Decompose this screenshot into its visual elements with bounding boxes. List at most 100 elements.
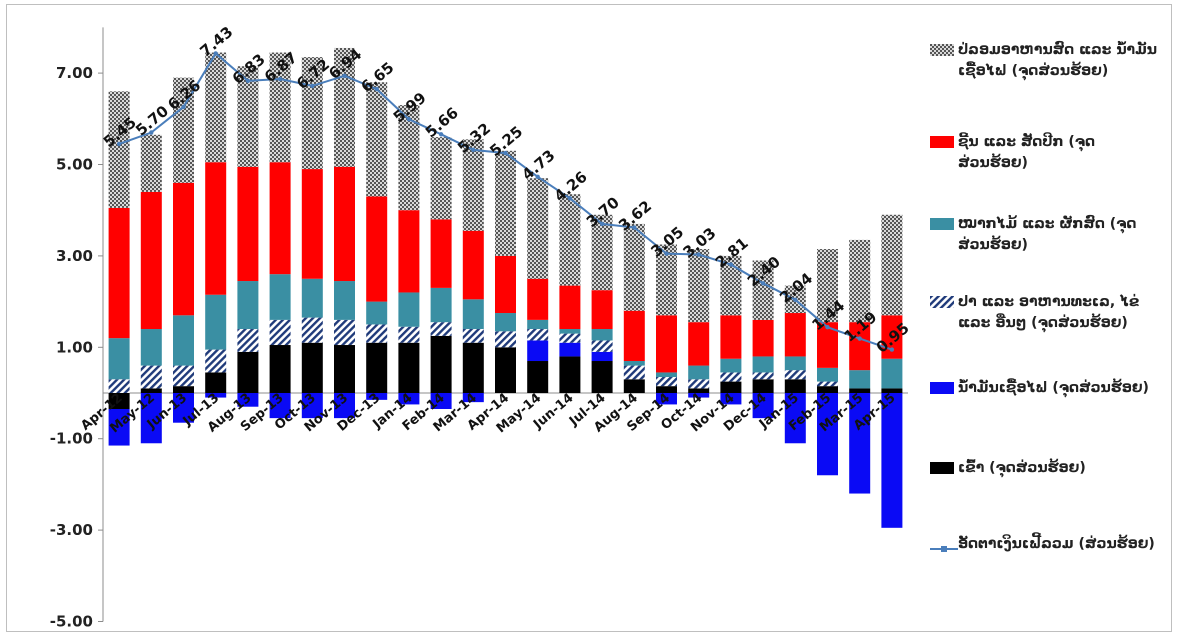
inflation-point (567, 196, 573, 201)
bar-segment-fuel (462, 393, 484, 403)
bar-segment-fuel (784, 393, 806, 444)
bar-segment-rice (752, 379, 774, 393)
legend-label-fish: ປາ ແລະ ອາຫານທະເລ, ໄຂ່ ແລະ ອື່ນໆ (ຈຸດສ່ວນ… (958, 294, 1140, 331)
inflation-point (825, 324, 830, 330)
bar-segment-fuel (269, 393, 291, 419)
bar-segment-rice (301, 342, 323, 393)
inflation-point (535, 174, 540, 180)
legend-swatch-veg (930, 218, 954, 230)
bar-segment-other (591, 214, 613, 291)
bar-segment-rice (462, 342, 484, 393)
bar-segment-rice (881, 388, 903, 393)
bar-segment-fish (205, 349, 227, 373)
bar-segment-fish (462, 329, 484, 343)
axes: 7.00 5.00 3.00 1.00 -1.00 -3.00 -5.00 (50, 27, 908, 631)
inflation-point (503, 150, 508, 156)
bar-segment-fuel (720, 393, 742, 405)
inflation-point (406, 117, 412, 122)
inflation-point (760, 281, 766, 286)
bar-segment-rice (656, 386, 677, 393)
bar-segment-fuel (398, 393, 420, 405)
y-tick-label: 1.00 (56, 338, 93, 356)
bar-segment-other (495, 150, 516, 256)
bars (108, 47, 903, 528)
y-tick-label: 3.00 (56, 247, 93, 265)
bar-segment-veg (398, 292, 420, 327)
bar-segment-meat (366, 196, 388, 302)
bar-segment-fish (656, 377, 677, 387)
bar-segment-meat (269, 162, 291, 275)
bar-segment-veg (784, 356, 806, 371)
bar-segment-veg (495, 313, 516, 332)
bar-segment-veg (430, 287, 452, 323)
bar-segment-fuel (881, 393, 903, 528)
bar-segment-other (205, 52, 227, 163)
bar-segment-rice (334, 345, 355, 393)
inflation-point (632, 225, 637, 230)
bar-segment-veg (720, 358, 742, 373)
bar-segment-other (656, 244, 677, 316)
bar-segment-other (237, 66, 259, 167)
inflation-point (857, 336, 862, 341)
bar-segment-rice (237, 351, 259, 393)
inflation-point (696, 252, 701, 257)
bar-segment-veg (462, 299, 484, 330)
bar-segment-rice (559, 356, 581, 393)
y-tick-label: -3.00 (50, 521, 93, 539)
bar-segment-rice (623, 379, 645, 393)
bar-segment-other (688, 249, 710, 323)
inflation-point (793, 297, 798, 302)
bar-segment-veg (881, 358, 903, 389)
bar-segment-meat (495, 255, 516, 314)
bar-segment-rice (430, 335, 452, 393)
bar-segment-fish (269, 319, 291, 346)
bar-segment-veg (527, 319, 549, 330)
bar-segment-veg (140, 329, 162, 366)
bar-segment-meat (301, 169, 323, 279)
bar-segment-meat (430, 219, 452, 288)
bar-segment-fuel (527, 340, 549, 362)
bar-segment-rice (849, 388, 871, 393)
bar-segment-fish (430, 322, 452, 336)
bar-segment-veg (237, 281, 259, 330)
inflation-point (438, 132, 444, 137)
bar-segment-fish (784, 370, 806, 380)
bar-segment-meat (849, 322, 871, 371)
bar-segment-veg (301, 278, 323, 318)
bar-segment-fuel (237, 393, 259, 407)
legend-label-meat: ຊີ້ນ ແລະ ສັດປີກ (ຈຸດສ່ວນຮ້ອຍ) (958, 134, 1096, 171)
legend-label-fuel: ນ້ຳມັນເຊື້ອໄຟ (ຈຸດສ່ວນຮ້ອຍ) (958, 380, 1149, 396)
bar-segment-fuel (430, 393, 452, 409)
bar-segment-fuel (205, 393, 227, 398)
legend-swatch-meat (930, 136, 954, 148)
bar-segment-fuel (301, 393, 323, 419)
bar-segment-meat (784, 313, 806, 357)
inflation-point (181, 104, 186, 110)
inflation-point (310, 83, 315, 89)
bar-segment-other (849, 239, 871, 323)
bar-segment-other (108, 91, 130, 208)
bar-segment-fuel (656, 393, 677, 405)
bar-segment-other (881, 214, 903, 316)
bar-segment-veg (108, 338, 130, 380)
y-tick-label: 5.00 (56, 156, 93, 174)
bar-segment-fish (173, 365, 194, 387)
bar-segment-meat (752, 319, 774, 357)
bar-segment-veg (849, 370, 871, 389)
bar-segment-meat (462, 230, 484, 300)
bar-segment-fuel (817, 393, 838, 476)
bar-segment-fish (140, 365, 162, 389)
legend-label-line: ອັດຕາເງິນເຟີ້ລວມ (ສ່ວນຮ້ອຍ) (958, 536, 1155, 552)
bar-segment-fish (366, 324, 388, 343)
bar-segment-other (462, 139, 484, 231)
bar-segment-veg (269, 274, 291, 320)
bar-segment-meat (720, 315, 742, 359)
inflation-point (342, 73, 347, 79)
bar-segment-rice (140, 388, 162, 393)
stacked-bar-line-chart: 7.00 5.00 3.00 1.00 -1.00 -3.00 -5.00 Apr-12Ma… (50, 23, 913, 631)
bar-segment-fish (495, 331, 516, 348)
bar-segment-fish (720, 372, 742, 382)
bar-segment-other (559, 194, 581, 286)
inflation-point (728, 262, 734, 267)
bar-segment-fish (334, 319, 355, 346)
